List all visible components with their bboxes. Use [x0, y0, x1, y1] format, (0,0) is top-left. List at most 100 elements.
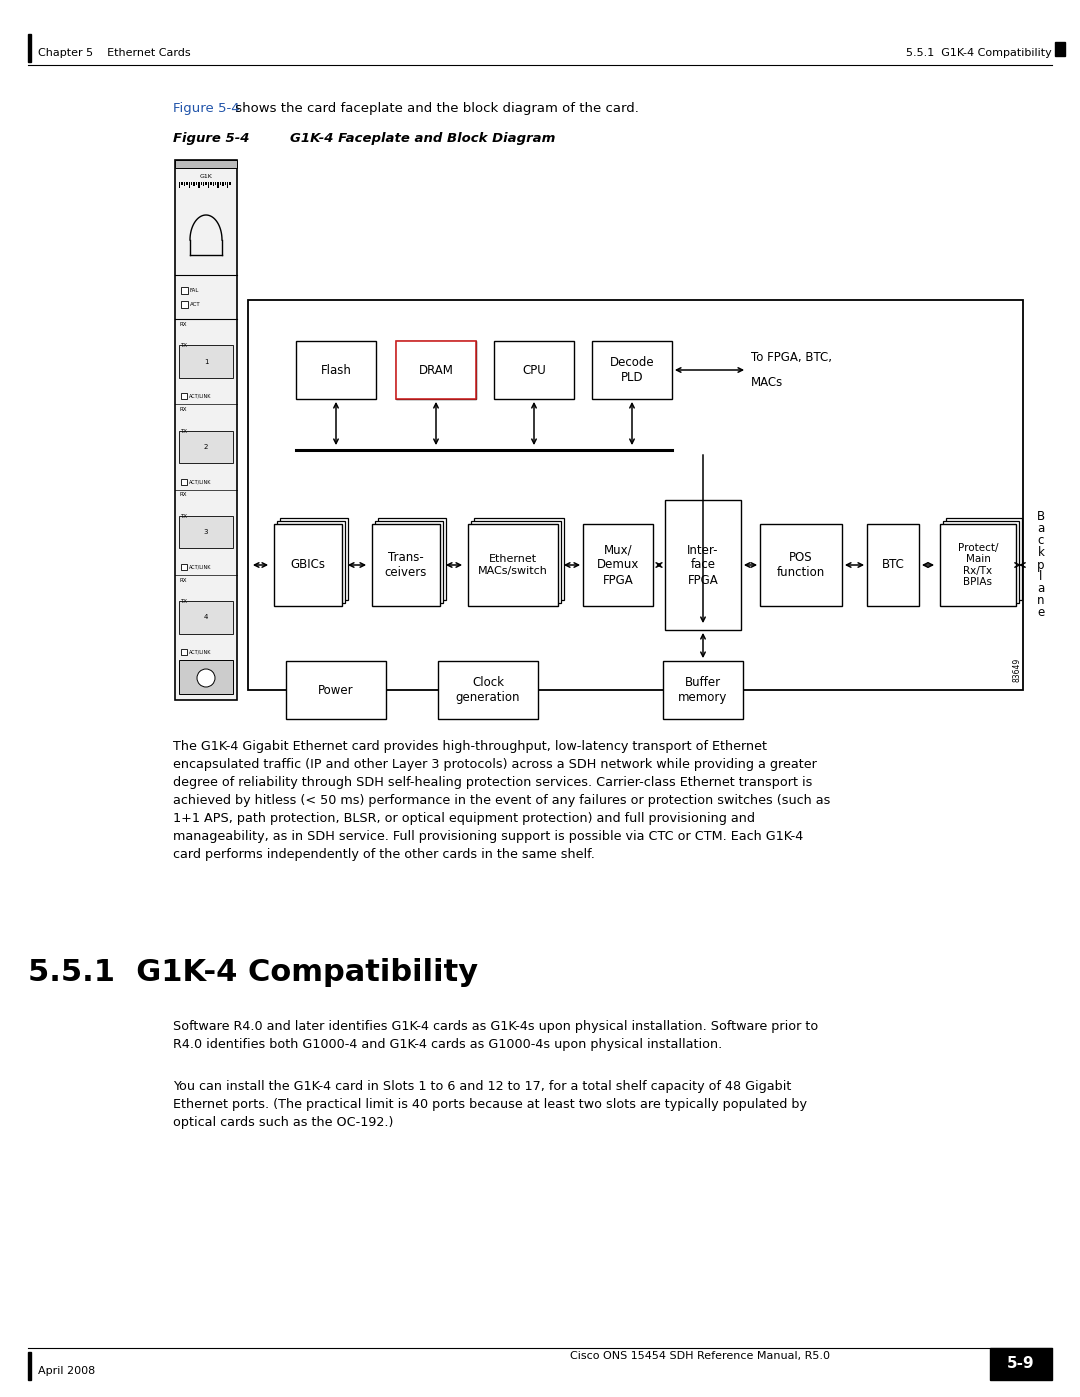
Bar	[203, 182, 204, 186]
Text: Chapter 5    Ethernet Cards: Chapter 5 Ethernet Cards	[38, 47, 191, 59]
Text: RX: RX	[180, 408, 188, 412]
Bar	[193, 182, 194, 186]
Text: ACT/LINK: ACT/LINK	[189, 479, 212, 483]
Bar	[225, 182, 226, 184]
Bar	[217, 182, 219, 189]
Bar	[28, 34, 31, 61]
Bar	[186, 182, 188, 184]
Bar	[215, 182, 216, 184]
Text: FAL: FAL	[190, 289, 200, 293]
Bar	[468, 524, 558, 606]
Bar	[583, 524, 653, 606]
Bar	[946, 518, 1022, 599]
Bar	[179, 515, 233, 549]
Bar	[205, 182, 206, 184]
Text: Figure 5-4: Figure 5-4	[173, 131, 249, 145]
Text: Software R4.0 and later identifies G1K-4 cards as G1K-4s upon physical installat: Software R4.0 and later identifies G1K-4…	[173, 1020, 819, 1051]
Text: April 2008: April 2008	[38, 1366, 95, 1376]
Bar	[28, 1352, 31, 1380]
Text: GBICs: GBICs	[291, 559, 325, 571]
Text: Cisco ONS 15454 SDH Reference Manual, R5.0: Cisco ONS 15454 SDH Reference Manual, R5…	[570, 1351, 831, 1361]
Bar	[181, 479, 187, 485]
Bar	[227, 182, 228, 189]
Bar	[494, 341, 573, 400]
Bar	[990, 1348, 1052, 1380]
Bar	[592, 341, 672, 400]
Text: You can install the G1K-4 card in Slots 1 to 6 and 12 to 17, for a total shelf c: You can install the G1K-4 card in Slots …	[173, 1080, 807, 1129]
Text: 5-9: 5-9	[1008, 1356, 1035, 1372]
Text: B: B	[1037, 510, 1045, 524]
Bar	[181, 650, 187, 655]
Text: l: l	[1039, 570, 1042, 584]
Bar	[280, 518, 348, 599]
Text: Clock
generation: Clock generation	[456, 676, 521, 704]
Text: p: p	[1037, 559, 1044, 571]
Bar	[189, 182, 190, 189]
Bar	[665, 500, 741, 630]
Bar	[181, 286, 188, 293]
Bar	[1055, 42, 1065, 56]
Bar	[229, 182, 231, 184]
Bar	[207, 182, 210, 189]
Bar	[940, 524, 1016, 606]
Text: shows the card faceplate and the block diagram of the card.: shows the card faceplate and the block d…	[231, 102, 639, 115]
Bar	[179, 601, 233, 634]
Text: Power: Power	[319, 683, 354, 697]
Text: 3: 3	[204, 529, 208, 535]
Text: MACs: MACs	[751, 376, 783, 388]
Bar	[181, 564, 187, 570]
Bar	[438, 661, 538, 719]
Circle shape	[197, 669, 215, 687]
Bar	[396, 341, 476, 400]
Bar	[195, 182, 198, 184]
Bar	[274, 524, 342, 606]
Bar	[184, 182, 185, 186]
Text: TX: TX	[180, 429, 187, 433]
Text: CPU: CPU	[522, 363, 545, 377]
Bar	[220, 182, 221, 184]
Bar	[276, 521, 345, 604]
Bar	[181, 300, 188, 307]
Bar	[191, 182, 192, 184]
Bar	[179, 430, 233, 462]
Text: Protect/
Main
Rx/Tx
BPIAs: Protect/ Main Rx/Tx BPIAs	[958, 542, 998, 587]
Bar	[375, 521, 443, 604]
Bar	[286, 661, 386, 719]
Text: 2: 2	[204, 444, 208, 450]
Bar	[760, 524, 842, 606]
Text: 83649: 83649	[1012, 658, 1021, 682]
Text: RX: RX	[180, 578, 188, 583]
Text: ACT: ACT	[190, 303, 201, 307]
Bar	[663, 661, 743, 719]
Text: BTC: BTC	[881, 559, 904, 571]
Bar	[372, 524, 440, 606]
Text: e: e	[1038, 606, 1044, 619]
Bar	[175, 161, 237, 700]
Bar	[179, 659, 233, 694]
Text: POS
function: POS function	[777, 550, 825, 578]
Text: Inter-
face
FPGA: Inter- face FPGA	[687, 543, 719, 587]
Text: ACT/LINK: ACT/LINK	[189, 394, 212, 398]
Bar	[943, 521, 1020, 604]
Text: Buffer
memory: Buffer memory	[678, 676, 728, 704]
Text: 4: 4	[204, 615, 208, 620]
Text: ACT/LINK: ACT/LINK	[189, 564, 212, 569]
Bar	[248, 300, 1023, 690]
Text: Mux/
Demux
FPGA: Mux/ Demux FPGA	[597, 543, 639, 587]
Bar	[179, 182, 180, 189]
Text: ACT/LINK: ACT/LINK	[189, 650, 212, 655]
Text: a: a	[1038, 583, 1044, 595]
Bar	[211, 182, 212, 184]
Text: n: n	[1037, 595, 1044, 608]
Bar	[181, 182, 183, 184]
Text: c: c	[1038, 535, 1044, 548]
Bar	[474, 518, 564, 599]
Text: Flash: Flash	[321, 363, 351, 377]
Text: RX: RX	[180, 493, 188, 497]
Bar	[396, 341, 476, 400]
Bar	[213, 182, 214, 186]
Text: Trans-
ceivers: Trans- ceivers	[384, 550, 428, 578]
Text: Decode
PLD: Decode PLD	[610, 356, 654, 384]
Text: a: a	[1038, 522, 1044, 535]
Text: TX: TX	[180, 344, 187, 348]
